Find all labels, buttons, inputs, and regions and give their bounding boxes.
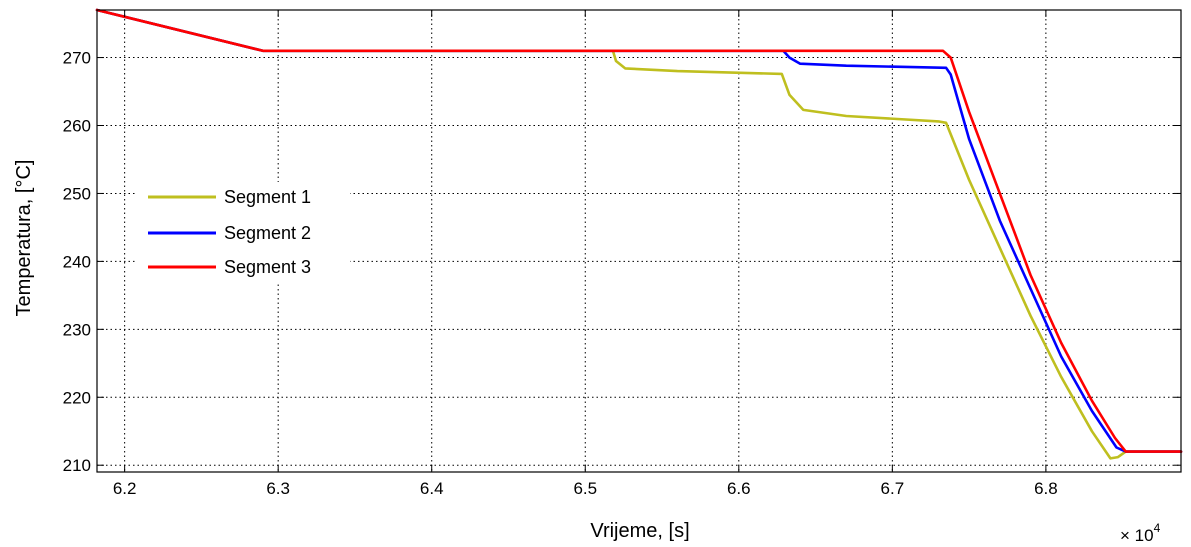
plot-frame [96, 9, 1182, 473]
y-tick-label: 260 [63, 117, 91, 136]
x-tick-label: 6.6 [727, 479, 751, 498]
y-tick-label: 270 [63, 49, 91, 68]
series-line-segment-3 [95, 8, 1183, 453]
x-exponent-base: × 10 [1120, 526, 1154, 545]
series-lines [95, 8, 1183, 460]
series-line-segment-2 [95, 8, 1183, 453]
legend-label-segment-1: Segment 1 [224, 187, 311, 207]
x-tick-label: 6.2 [113, 479, 137, 498]
x-tick-label: 6.4 [420, 479, 444, 498]
x-tick-label: 6.7 [881, 479, 905, 498]
y-axis-label: Temperatura, [°C] [13, 160, 35, 317]
tick-labels: 6.2 6.3 6.4 6.5 6.6 6.7 6.8 210 220 230 240 250 260 2… [63, 49, 1058, 498]
y-tick-label: 220 [63, 388, 91, 407]
legend-label-segment-2: Segment 2 [224, 223, 311, 243]
y-tick-label: 210 [63, 456, 91, 475]
y-tick-label: 250 [63, 184, 91, 203]
x-tick-label: 6.3 [266, 479, 290, 498]
y-tick-label: 230 [63, 320, 91, 339]
series-line-segment-1 [95, 8, 1183, 460]
axis-ticks [97, 10, 1181, 472]
legend: Segment 1 Segment 2 Segment 3 [136, 182, 350, 282]
x-exponent-label: × 104 [1120, 521, 1161, 545]
x-exponent-power: 4 [1154, 521, 1161, 535]
x-axis-label: Vrijeme, [s] [590, 520, 689, 542]
x-tick-label: 6.8 [1034, 479, 1058, 498]
legend-label-segment-3: Segment 3 [224, 257, 311, 277]
y-tick-label: 240 [63, 252, 91, 271]
x-tick-label: 6.5 [573, 479, 597, 498]
